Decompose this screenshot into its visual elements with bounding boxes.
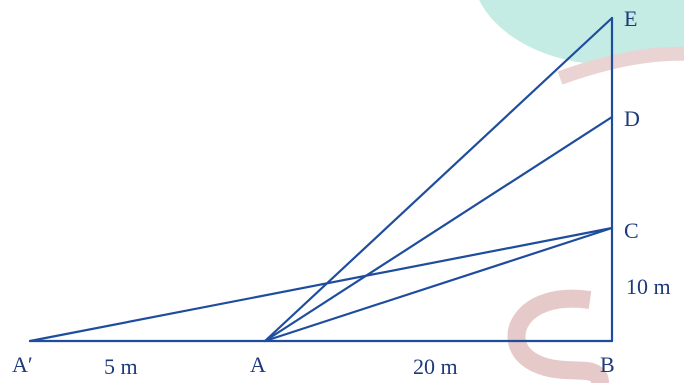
measure-label-b-c: 10 m (626, 274, 671, 299)
line-a-c (263, 226, 614, 343)
watermark-rose-stroke-top (557, 46, 684, 85)
line-a-prime-c (28, 226, 614, 343)
watermark-teal-arc (479, 0, 684, 65)
point-label-a: A (250, 352, 266, 377)
line-a-d (263, 115, 614, 343)
point-label-b: B (600, 352, 615, 377)
point-label-d: D (624, 106, 640, 131)
watermark-rose-stroke-bottom (507, 289, 609, 383)
point-label-e: E (624, 6, 638, 31)
measure-label-a-prime-a: 5 m (104, 354, 138, 379)
measure-label-a-b: 20 m (413, 354, 458, 379)
point-label-a-prime: A′ (12, 352, 33, 377)
point-label-c: C (624, 218, 639, 243)
line-a-e (263, 16, 614, 343)
